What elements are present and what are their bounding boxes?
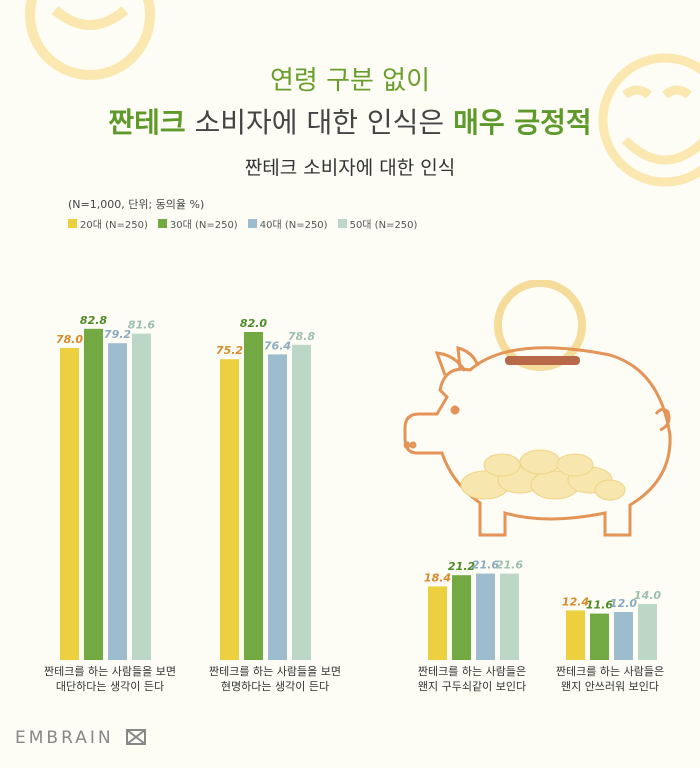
piggy-bank-icon — [403, 280, 672, 537]
legend-label: 20대 (N=250) — [80, 220, 148, 231]
legend-label: 50대 (N=250) — [349, 220, 418, 231]
data-label-1-1: 78.0 — [56, 333, 83, 346]
category-label-2: 짠테크를 하는 사람들을 보면 현명하다는 생각이 든다 — [209, 665, 341, 693]
title-text: 소비자에 대한 인식은 — [185, 106, 454, 139]
bar-2-1 — [220, 359, 239, 660]
smiley-top-left-icon — [25, 0, 155, 80]
legend-swatch — [157, 219, 167, 228]
data-label-1-3: 79.2 — [104, 328, 131, 341]
bar-1-3 — [108, 343, 127, 660]
bar-1-2 — [84, 328, 103, 660]
bar-2-2 — [244, 332, 263, 660]
logo-text: EMBRAIN — [15, 728, 114, 748]
title-line-2: 짠테크 소비자에 대한 인식은 매우 긍정적 — [0, 101, 700, 141]
legend: 20대 (N=250) 30대 (N=250) 40대 (N=250) 50대 (N=… — [68, 216, 417, 231]
legend-label: 30대 (N=250) — [169, 220, 238, 231]
data-label-1-4: 81.6 — [128, 319, 155, 332]
data-label-4-1: 12.4 — [562, 595, 589, 608]
bar-4-4 — [638, 604, 657, 660]
data-label-2-4: 78.8 — [288, 330, 315, 343]
category-label-1: 짠테크를 하는 사람들을 보면 대단하다는 생각이 든다 — [44, 665, 176, 693]
data-label-2-2: 82.0 — [240, 317, 267, 330]
data-label-1-2: 82.8 — [80, 314, 107, 327]
data-label-4-4: 14.0 — [634, 589, 661, 602]
legend-swatch — [68, 219, 77, 228]
unit-note: (N=1,000, 단위; 동의율 %) — [68, 198, 205, 211]
data-label-3-2: 21.2 — [448, 560, 475, 573]
legend-item-1: 20대 (N=250) — [68, 216, 148, 231]
logo-mark-icon — [125, 729, 146, 745]
chart-subtitle: 짠테크 소비자에 대한 인식 — [244, 157, 456, 179]
category-label-4: 짠테크를 하는 사람들은 왠지 안쓰러워 보인다 — [555, 665, 665, 693]
data-label-4-2: 11.6 — [586, 599, 613, 612]
title-line-1: 연령 구분 없이 — [269, 66, 431, 96]
data-label-3-1: 18.4 — [424, 571, 451, 584]
bar-1-4 — [132, 333, 151, 660]
bar-4-3 — [614, 612, 633, 660]
data-label-2-1: 75.2 — [216, 344, 243, 357]
embrain-logo: EMBRAIN — [15, 728, 146, 748]
bar-3-4 — [500, 573, 519, 660]
bar-4-1 — [566, 610, 585, 660]
bar-3-3 — [476, 573, 495, 660]
bar-1-1 — [60, 348, 79, 660]
bar-2-4 — [292, 344, 311, 660]
data-label-3-3: 21.6 — [472, 559, 499, 572]
bar-3-1 — [428, 586, 447, 660]
title-emphasis-2: 매우 긍정적 — [453, 106, 592, 139]
data-label-3-4: 21.6 — [496, 559, 523, 572]
category-label-3: 짠테크를 하는 사람들은 왠지 구두쇠같이 보인다 — [417, 665, 527, 693]
data-label-4-3: 12.0 — [610, 597, 637, 610]
title-emphasis-1: 짠테크 — [108, 106, 186, 139]
data-label-2-3: 76.4 — [264, 339, 291, 352]
smiley-right-icon — [598, 53, 700, 187]
legend-swatch — [337, 219, 347, 228]
bar-4-2 — [590, 613, 609, 660]
legend-item-2: 30대 (N=250) — [157, 216, 238, 231]
bar-3-2 — [452, 575, 471, 660]
legend-swatch — [247, 219, 257, 228]
legend-label: 40대 (N=250) — [259, 220, 328, 231]
bar-2-3 — [268, 354, 287, 660]
legend-item-4: 50대 (N=250) — [337, 216, 418, 231]
legend-item-3: 40대 (N=250) — [247, 216, 328, 231]
